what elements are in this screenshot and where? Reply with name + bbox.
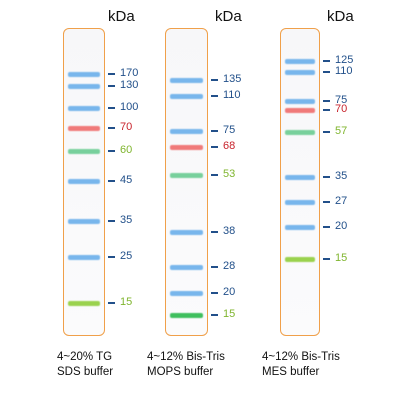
protein-band <box>68 106 100 111</box>
marker-tick <box>211 146 218 148</box>
gel-lane <box>165 28 208 336</box>
marker-label: 15 <box>335 252 348 264</box>
marker-label: 100 <box>120 101 139 113</box>
marker-label: 60 <box>120 144 133 156</box>
marker-label: 35 <box>120 214 133 226</box>
protein-band <box>68 255 100 260</box>
protein-band <box>170 145 203 150</box>
marker-label: 125 <box>335 54 354 66</box>
unit-label: kDa <box>215 8 242 25</box>
marker-tick <box>211 130 218 132</box>
marker-tick <box>323 131 330 133</box>
marker-tick <box>211 231 218 233</box>
marker-label: 75 <box>223 124 236 136</box>
protein-band <box>170 291 203 296</box>
marker-tick <box>211 79 218 81</box>
marker-label: 70 <box>335 103 348 115</box>
protein-band <box>170 173 203 178</box>
marker-tick <box>108 150 115 152</box>
marker-tick <box>108 220 115 222</box>
marker-tick <box>108 180 115 182</box>
marker-label: 35 <box>335 170 348 182</box>
protein-band <box>68 149 100 154</box>
marker-tick <box>108 85 115 87</box>
unit-label: kDa <box>327 8 354 25</box>
gel-lane <box>280 28 320 336</box>
protein-band <box>285 225 315 230</box>
marker-label: 15 <box>120 296 133 308</box>
marker-tick <box>323 201 330 203</box>
protein-band <box>170 78 203 83</box>
marker-tick <box>211 95 218 97</box>
protein-band <box>68 301 100 306</box>
gel-type-label: 4~12% Bis-Tris <box>147 351 225 363</box>
marker-tick <box>323 100 330 102</box>
marker-tick <box>211 266 218 268</box>
protein-band <box>170 230 203 235</box>
protein-band <box>170 94 203 99</box>
marker-tick <box>108 107 115 109</box>
protein-band <box>285 99 315 104</box>
marker-label: 28 <box>223 260 236 272</box>
marker-tick <box>323 60 330 62</box>
gel-caption: 4~20% TG SDS buffer <box>57 350 177 380</box>
marker-label: 20 <box>223 286 236 298</box>
protein-band <box>285 130 315 135</box>
protein-band <box>68 72 100 77</box>
marker-label: 110 <box>223 89 241 101</box>
protein-band <box>285 200 315 205</box>
gel-type-label: 4~12% Bis-Tris <box>262 351 340 363</box>
marker-tick <box>108 127 115 129</box>
protein-band <box>285 59 315 64</box>
gel-caption: 4~12% Bis-Tris MOPS buffer <box>147 350 267 380</box>
marker-tick <box>323 258 330 260</box>
marker-tick <box>323 109 330 111</box>
protein-band <box>68 219 100 224</box>
unit-label: kDa <box>108 8 135 25</box>
marker-label: 25 <box>120 250 133 262</box>
marker-label: 70 <box>120 121 133 133</box>
protein-band <box>285 257 315 262</box>
marker-label: 38 <box>223 225 236 237</box>
protein-band <box>170 313 203 318</box>
marker-label: 57 <box>335 125 348 137</box>
gel-type-label: 4~20% TG <box>57 351 113 363</box>
gel-caption: 4~12% Bis-Tris MES buffer <box>262 350 382 380</box>
protein-band <box>68 179 100 184</box>
protein-band <box>68 126 100 131</box>
marker-tick <box>323 226 330 228</box>
gel-lane <box>63 28 105 336</box>
protein-band <box>170 265 203 270</box>
marker-label: 45 <box>120 174 133 186</box>
protein-band <box>285 175 315 180</box>
protein-band <box>285 70 315 75</box>
buffer-label: MES buffer <box>262 366 320 378</box>
marker-label: 110 <box>335 65 353 77</box>
protein-band <box>68 84 100 89</box>
buffer-label: MOPS buffer <box>147 366 214 378</box>
marker-tick <box>108 302 115 304</box>
marker-tick <box>108 73 115 75</box>
marker-label: 75 <box>335 94 348 106</box>
marker-tick <box>323 176 330 178</box>
marker-label: 20 <box>335 220 348 232</box>
marker-label: 15 <box>223 308 236 320</box>
marker-tick <box>211 174 218 176</box>
buffer-label: SDS buffer <box>57 366 114 378</box>
marker-tick <box>211 292 218 294</box>
marker-label: 27 <box>335 195 348 207</box>
marker-tick <box>108 256 115 258</box>
marker-tick <box>323 71 330 73</box>
marker-label: 53 <box>223 168 236 180</box>
protein-band <box>170 129 203 134</box>
marker-label: 130 <box>120 79 139 91</box>
marker-label: 68 <box>223 140 236 152</box>
marker-label: 170 <box>120 67 139 79</box>
marker-label: 135 <box>223 73 242 85</box>
protein-band <box>285 108 315 113</box>
marker-tick <box>211 314 218 316</box>
